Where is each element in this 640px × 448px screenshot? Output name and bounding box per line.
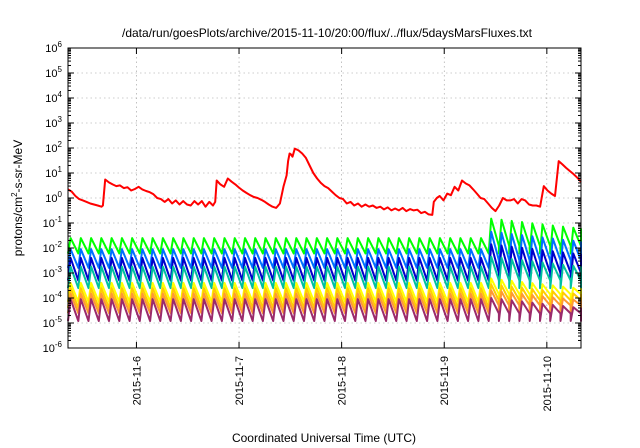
y-tick-label: 10-1 [43,215,63,230]
series-line [67,230,582,269]
y-tick-label-base: 10 [45,68,57,80]
y-tick-label: 106 [45,40,62,55]
y-tick-label: 10-3 [43,265,63,280]
x-tick-label: 2015-11-9 [439,356,451,405]
chart-title: /data/run/goesPlots/archive/2015-11-10/2… [122,26,533,40]
y-tick-label-base: 10 [43,293,55,305]
y-tick-label-base: 10 [45,193,57,205]
axis-ticks [68,47,581,349]
series-line [67,217,582,255]
y-tick-label-base: 10 [45,143,57,155]
y-tick-label-exp: -5 [55,315,63,324]
y-axis-label-pre: protons/cm [11,197,25,256]
y-tick-label-exp: 6 [58,40,63,49]
x-tick-label: 2015-11-8 [337,356,349,405]
y-tick-label: 102 [45,140,62,155]
series-line [67,297,582,322]
y-tick-label: 10-5 [43,315,63,330]
y-tick-label-exp: 3 [58,115,63,124]
x-tick-labels: 2015-11-6 2015-11-7 2015-11-8 2015-11-9 2015… [131,356,553,411]
y-tick-label: 10-4 [43,290,63,305]
y-tick-label: 10-6 [43,340,63,355]
y-tick-label-exp: -2 [55,240,63,249]
y-tick-label-base: 10 [43,343,55,355]
series-line [67,147,582,216]
y-tick-label-exp: 4 [58,90,63,99]
y-axis-label: protons/cm2-s-sr-MeV [10,140,25,256]
y-tick-label-base: 10 [43,243,55,255]
y-tick-label-exp: -6 [55,340,63,349]
y-axis-label-post: -s-sr-MeV [11,140,25,193]
series-layer [67,147,582,322]
y-tick-label-base: 10 [45,43,57,55]
y-tick-label-base: 10 [45,168,57,180]
y-tick-label-base: 10 [43,268,55,280]
x-tick-label: 2015-11-10 [542,356,554,411]
x-axis-label: Coordinated Universal Time (UTC) [232,431,416,445]
series-line [67,255,582,290]
y-tick-label: 101 [45,165,62,180]
y-tick-label: 103 [45,115,62,130]
y-tick-label: 104 [45,90,62,105]
y-tick-label-exp: -1 [55,215,63,224]
y-axis-label-sup: 2 [10,192,19,197]
y-tick-label-base: 10 [43,218,55,230]
y-tick-label-exp: 2 [58,140,63,149]
x-tick-label: 2015-11-6 [131,356,143,405]
y-tick-label-exp: 5 [58,65,63,74]
x-tick-label: 2015-11-7 [234,356,246,405]
y-tick-label: 100 [45,190,62,205]
y-tick-label-exp: -4 [55,290,63,299]
y-tick-label-exp: -3 [55,265,63,274]
y-tick-label-exp: 0 [58,190,63,199]
y-tick-label-exp: 1 [58,165,63,174]
y-tick-label-base: 10 [43,318,55,330]
y-tick-label: 105 [45,65,62,80]
y-tick-label: 10-2 [43,240,63,255]
y-tick-label-base: 10 [45,93,57,105]
y-tick-label-base: 10 [45,118,57,130]
y-tick-labels: 10610510410310210110010-110-210-310-410-… [43,40,63,355]
